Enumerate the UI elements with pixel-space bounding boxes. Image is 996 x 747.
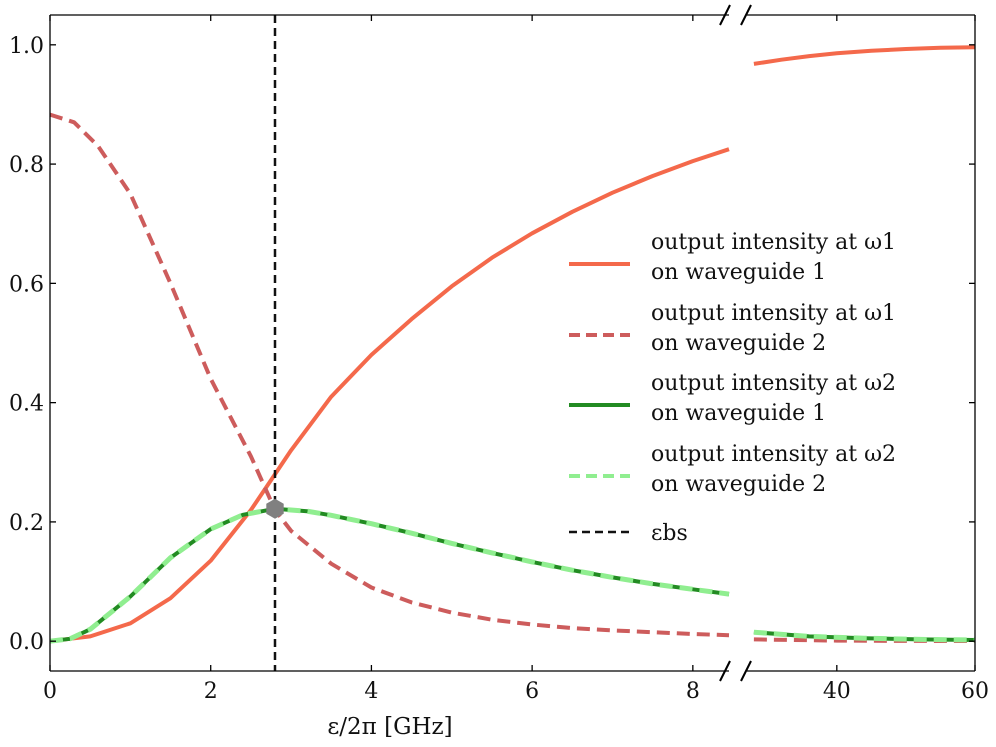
ticks-layer: 0.0 0.2 0.4 0.6 0.8 1.0 0 2 4 6 8 40 60 bbox=[9, 15, 989, 704]
x-tick-label: 8 bbox=[686, 679, 700, 704]
series-4 bbox=[49, 506, 976, 644]
legend-label-line: εbs bbox=[651, 521, 688, 546]
x-tick-label: 60 bbox=[961, 679, 989, 704]
series-2-line-left bbox=[49, 112, 730, 638]
legend-label-line: on waveguide 1 bbox=[651, 401, 826, 426]
x-tick-label: 4 bbox=[364, 679, 378, 704]
x-tick-label: 6 bbox=[525, 679, 539, 704]
legend-label-line: output intensity at ω2 bbox=[651, 371, 896, 396]
x-axis-label: ε/2π [GHz] bbox=[327, 714, 452, 740]
legend-entry-2: output intensity at ω1 on waveguide 2 bbox=[569, 301, 896, 356]
x-tick-label: 0 bbox=[43, 679, 57, 704]
legend-entry-4: output intensity at ω2 on waveguide 2 bbox=[569, 442, 896, 497]
series-1-line-left bbox=[49, 147, 730, 644]
y-tick-label: 0.4 bbox=[9, 392, 44, 417]
legend-label-line: on waveguide 2 bbox=[651, 472, 826, 497]
y-tick-label: 0.2 bbox=[9, 511, 44, 536]
series-4-line-left bbox=[49, 506, 730, 644]
legend-entry-3: output intensity at ω2 on waveguide 1 bbox=[569, 371, 896, 426]
legend-entry-1: output intensity at ω1 on waveguide 1 bbox=[569, 230, 896, 285]
curves-layer bbox=[49, 15, 976, 671]
legend-label-line: output intensity at ω1 bbox=[651, 230, 896, 255]
legend-label-line: output intensity at ω1 bbox=[651, 301, 896, 326]
y-tick-label: 0.6 bbox=[9, 272, 44, 297]
y-tick-label: 1.0 bbox=[9, 34, 44, 59]
legend-label-line: on waveguide 1 bbox=[651, 260, 826, 285]
y-tick-label: 0.0 bbox=[9, 630, 44, 655]
crossing-marker bbox=[266, 498, 284, 519]
y-tick-label: 0.8 bbox=[9, 153, 44, 178]
axes-layer bbox=[49, 4, 976, 682]
x-tick-label: 40 bbox=[823, 679, 851, 704]
axis-break-mark-bottom-2 bbox=[740, 660, 752, 682]
series-1-line-right bbox=[753, 45, 976, 66]
x-tick-label: 2 bbox=[204, 679, 218, 704]
axis-break-mark-bottom-1 bbox=[719, 660, 731, 682]
legend-label-line: on waveguide 2 bbox=[651, 331, 826, 356]
legend-entry-epsilon-bs: εbs bbox=[569, 521, 688, 546]
series-4-line-right bbox=[753, 629, 976, 643]
axis-break-mark-top-1 bbox=[719, 4, 731, 26]
legend-label-line: output intensity at ω2 bbox=[651, 442, 896, 467]
series-3 bbox=[49, 506, 976, 644]
series-1 bbox=[49, 45, 976, 644]
axis-break-mark-top-2 bbox=[740, 4, 752, 26]
